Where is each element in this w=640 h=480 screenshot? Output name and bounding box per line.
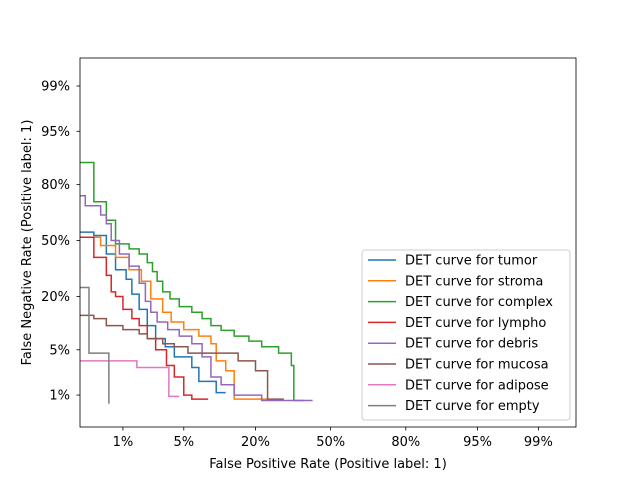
series-line-tumor [80,231,226,394]
y-tick-label: 95% [41,125,70,140]
series-line-complex [80,161,304,402]
legend-label: DET curve for empty [405,399,540,414]
x-tick-label: 20% [241,435,270,450]
y-axis-label: False Negative Rate (Positive label: 1) [20,120,35,366]
series-line-lympho [80,236,209,400]
y-tick-label: 20% [41,290,70,305]
series-line-mucosa [80,314,284,400]
ticks-layer: 1% 5% 20% 50% 80% 95% 99% 1% 5% 20% 50% 80% 95% 99% [41,79,553,450]
legend-label: DET curve for tumor [405,254,538,269]
y-tick-label: 99% [41,79,70,94]
x-tick-label: 1% [113,435,134,450]
series-line-adipose [80,360,180,398]
series-layer [80,161,313,404]
x-tick-label: 95% [463,435,492,450]
y-tick-label: 80% [41,178,70,193]
y-tick-label: 1% [49,389,70,404]
legend-label: DET curve for lympho [405,316,546,331]
legend-label: DET curve for adipose [405,378,549,393]
x-tick-label: 5% [173,435,194,450]
x-tick-label: 80% [391,435,420,450]
legend: DET curve for tumor DET curve for stroma D… [361,249,571,421]
y-tick-label: 50% [41,234,70,249]
legend-box [361,249,571,421]
series-line-stroma [80,236,268,400]
x-tick-label: 50% [316,435,345,450]
axes-frame [79,57,577,428]
legend-label: DET curve for complex [405,295,553,310]
y-tick-label: 5% [49,343,70,358]
legend-label: DET curve for debris [405,337,538,352]
series-line-debris [80,194,313,402]
legend-label: DET curve for stroma [405,274,543,289]
legend-label: DET curve for mucosa [405,358,549,373]
x-tick-label: 99% [524,435,553,450]
series-line-empty [80,286,110,404]
x-axis-label: False Positive Rate (Positive label: 1) [209,457,447,472]
